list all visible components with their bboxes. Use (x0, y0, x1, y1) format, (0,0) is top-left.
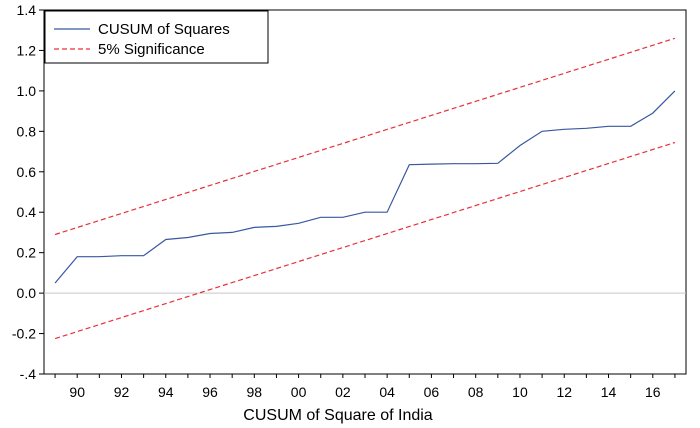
y-tick-label: 0.8 (17, 123, 37, 139)
legend-label-cusum: CUSUM of Squares (98, 21, 230, 38)
x-tick-label: 04 (379, 384, 395, 400)
x-tick-label: 06 (424, 384, 440, 400)
y-tick-label: 1.4 (17, 2, 37, 18)
legend-label-significance: 5% Significance (98, 41, 205, 58)
x-tick-label: 08 (468, 384, 484, 400)
lower-significance-line (54, 141, 676, 340)
series-layer (54, 37, 676, 340)
upper-significance-line (54, 37, 676, 236)
x-tick-label: 00 (291, 384, 307, 400)
x-tick-label: 14 (601, 384, 617, 400)
x-axis-title: CUSUM of Square of India (243, 407, 433, 424)
y-tick-label: 0.6 (17, 164, 37, 180)
x-tick-label: 98 (247, 384, 263, 400)
plot-area-frame (43, 9, 687, 375)
x-tick-label: 94 (158, 384, 174, 400)
y-axis: -.4 -0.2 0.0 0.2 0.4 0.6 0.8 1.0 1.2 1.4 (12, 2, 44, 382)
y-tick-label: 0.0 (17, 285, 37, 301)
x-tick-label: 96 (202, 384, 218, 400)
y-tick-label: 0.2 (17, 245, 37, 261)
y-tick-label: -0.2 (12, 326, 36, 342)
cusum-squares-line (54, 90, 676, 284)
y-tick-label: -.4 (20, 366, 37, 382)
x-tick-label: 12 (556, 384, 572, 400)
legend: CUSUM of Squares 5% Significance (44, 10, 269, 64)
x-tick-label: 16 (645, 384, 661, 400)
y-tick-label: 1.0 (17, 83, 37, 99)
x-tick-label: 02 (335, 384, 351, 400)
x-axis: 90 92 94 96 98 00 02 04 06 08 10 12 14 16 (54, 374, 676, 400)
legend-box (44, 10, 269, 64)
x-tick-label: 90 (69, 384, 85, 400)
x-tick-label: 92 (114, 384, 130, 400)
y-tick-label: 1.2 (17, 42, 37, 58)
x-tick-label: 10 (512, 384, 528, 400)
y-tick-label: 0.4 (17, 204, 37, 220)
